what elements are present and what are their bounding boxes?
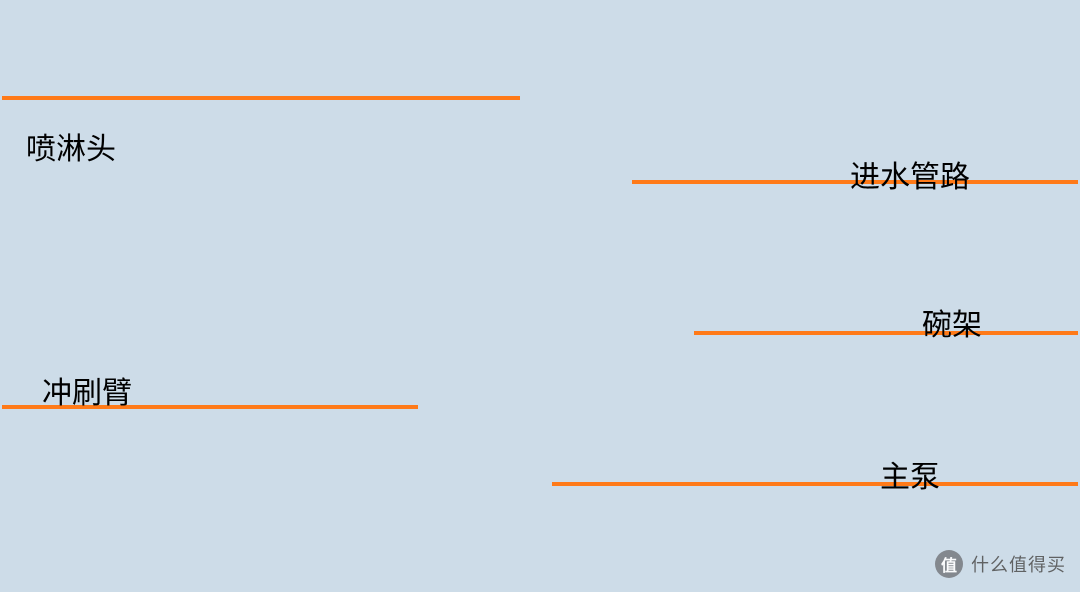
label-spray_head: 喷淋头 — [26, 124, 116, 168]
watermark-badge-icon: 值 — [935, 550, 963, 578]
leader-main_pump — [552, 482, 1078, 486]
leader-spray_head — [2, 96, 520, 100]
canvas-background — [0, 0, 1080, 592]
diagram-root: { "canvas": { "width": 1080, "height": 5… — [0, 0, 1080, 592]
leader-dish_rack — [694, 331, 1078, 335]
watermark-text: 什么值得买 — [971, 551, 1066, 577]
label-rinse_arm: 冲刷臂 — [42, 368, 132, 412]
label-main_pump: 主泵 — [880, 452, 940, 496]
label-dish_rack: 碗架 — [922, 300, 982, 344]
label-inlet_pipe: 进水管路 — [850, 152, 970, 196]
watermark: 值 什么值得买 — [935, 550, 1066, 578]
